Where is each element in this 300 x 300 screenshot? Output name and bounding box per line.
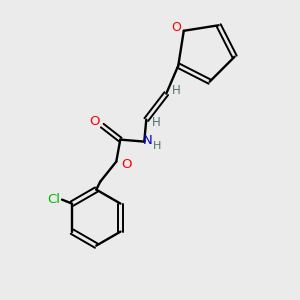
Text: O: O — [171, 21, 181, 34]
Text: H: H — [153, 141, 161, 151]
Text: O: O — [121, 158, 131, 171]
Text: H: H — [152, 116, 161, 129]
Text: O: O — [89, 115, 100, 128]
Text: N: N — [142, 134, 152, 147]
Text: H: H — [172, 84, 181, 97]
Text: Cl: Cl — [47, 193, 61, 206]
